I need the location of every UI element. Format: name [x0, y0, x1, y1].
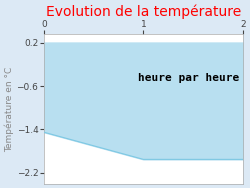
- Y-axis label: Température en °C: Température en °C: [4, 67, 14, 152]
- Text: heure par heure: heure par heure: [138, 73, 239, 83]
- Title: Evolution de la température: Evolution de la température: [46, 4, 241, 19]
